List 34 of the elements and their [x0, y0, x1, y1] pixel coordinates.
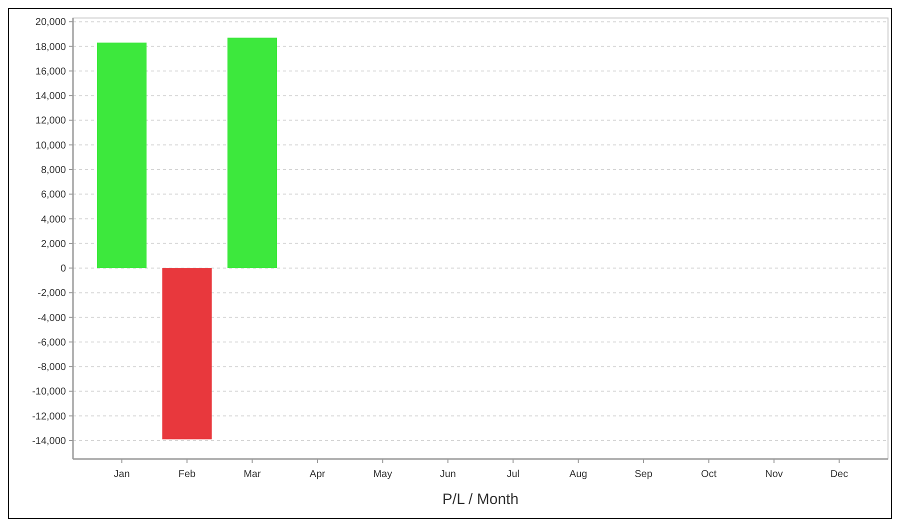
y-tick-label: 0: [60, 264, 66, 275]
y-tick-label: -12,000: [32, 411, 66, 422]
x-axis-title: P/L / Month: [442, 491, 519, 508]
y-tick-label: 14,000: [35, 91, 66, 102]
y-tick-label: -2,000: [38, 288, 66, 300]
x-tick-label: Jun: [440, 469, 456, 480]
y-tick-label: 12,000: [35, 116, 66, 127]
x-tick-label: May: [373, 469, 392, 480]
y-tick-label: -14,000: [32, 436, 66, 448]
x-tick-label: Jan: [114, 469, 130, 480]
x-tick-label: Jul: [506, 469, 520, 480]
y-tick-label: 2,000: [40, 238, 66, 250]
y-tick-label: 6,000: [40, 190, 66, 201]
bar: [97, 42, 147, 268]
bar: [162, 268, 212, 440]
y-tick-label: 16,000: [35, 66, 66, 78]
x-tick-label: Oct: [700, 469, 717, 480]
y-tick-label: -6,000: [38, 337, 66, 348]
y-tick-label: 18,000: [35, 42, 66, 53]
bar: [227, 38, 278, 268]
x-tick-label: Apr: [310, 469, 326, 480]
y-tick-label: 20,000: [35, 17, 66, 28]
y-tick-label: -4,000: [38, 312, 66, 324]
x-tick-label: Mar: [244, 469, 262, 480]
x-tick-label: Sep: [634, 469, 653, 480]
y-tick-label: 4,000: [40, 214, 66, 226]
y-tick-label: -10,000: [32, 386, 66, 398]
x-tick-label: Dec: [830, 469, 848, 480]
y-tick-label: -8,000: [38, 362, 66, 374]
x-tick-label: Feb: [178, 469, 196, 480]
y-tick-label: 8,000: [40, 165, 66, 176]
x-tick-label: Nov: [765, 469, 783, 480]
y-tick-label: 10,000: [35, 140, 66, 152]
x-tick-label: Aug: [569, 469, 588, 480]
